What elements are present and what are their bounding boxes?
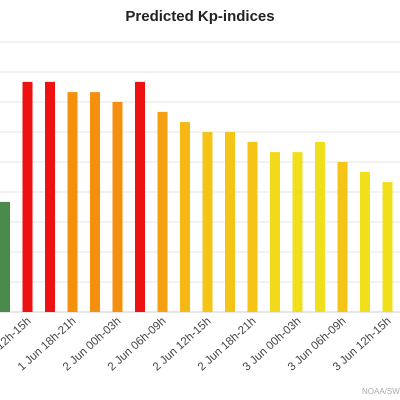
bars: [0, 81, 393, 313]
bar: [157, 111, 168, 313]
bar: [202, 132, 213, 312]
bar: [22, 81, 33, 313]
bar: [45, 81, 55, 313]
bar: [180, 122, 190, 312]
bar: [135, 81, 145, 313]
bar: [270, 152, 280, 312]
bar: [225, 132, 235, 312]
credit-text: NOAA/SWPC: [362, 387, 400, 396]
bar: [112, 102, 123, 312]
bar: [337, 162, 348, 312]
bar: [382, 182, 393, 312]
bar: [0, 201, 10, 312]
bar: [247, 141, 258, 312]
bar: [67, 92, 78, 312]
bar: [360, 171, 370, 312]
bar: [292, 152, 303, 312]
bar: [90, 92, 100, 312]
bar: [315, 141, 325, 312]
chart-title: Predicted Kp-indices: [125, 8, 275, 25]
grid-lines: [0, 41, 400, 313]
